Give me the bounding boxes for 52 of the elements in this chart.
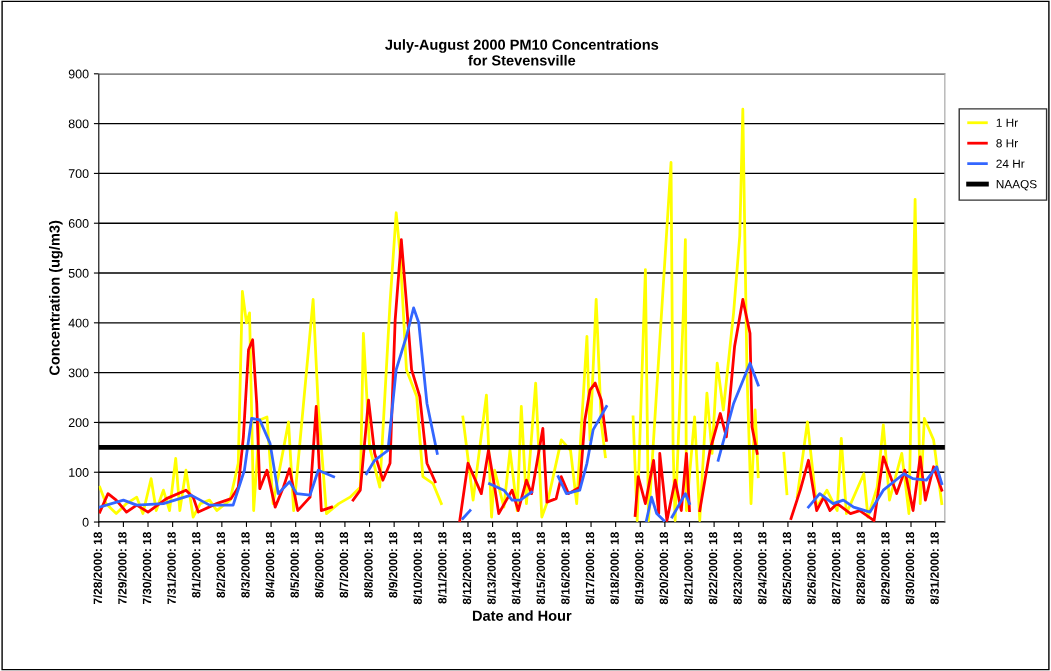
- x-tick-label: 8/1/2000: 18: [191, 532, 201, 598]
- y-tick-label: 200: [68, 418, 89, 428]
- x-tick-label: 8/7/2000: 18: [339, 532, 349, 598]
- x-tick-label: 8/17/2000: 18: [585, 532, 595, 605]
- legend-label: NAAQS: [996, 179, 1037, 191]
- y-tick-label: 0: [82, 517, 89, 527]
- y-tick-label: 600: [68, 219, 89, 228]
- x-tick-label: 8/11/2000: 18: [437, 532, 447, 604]
- y-tick-label: 300: [68, 368, 89, 378]
- x-tick-label: 8/3/2000: 18: [240, 532, 250, 598]
- x-tick-label: 8/10/2000: 18: [413, 532, 423, 605]
- legend-label: 1 Hr: [996, 118, 1018, 127]
- x-tick-label: 8/18/2000: 18: [610, 532, 619, 605]
- chart-title: July-August 2000 PM10 Concentrations for Stevensville: [385, 39, 659, 66]
- x-tick-label: 8/20/2000: 18: [659, 532, 669, 605]
- x-tick-label: 8/2/2000: 18: [216, 532, 226, 598]
- x-tick-label: 7/28/2000: 18: [93, 532, 103, 605]
- x-tick-label: 8/14/2000: 18: [511, 532, 521, 605]
- x-tick-label: 8/9/2000: 18: [388, 532, 398, 598]
- x-tick-label: 8/28/2000: 18: [856, 532, 866, 605]
- y-tick-label: 500: [68, 268, 89, 278]
- x-tick-label: 8/31/2000: 18: [930, 532, 939, 605]
- x-tick-label: 8/19/2000: 18: [634, 532, 644, 605]
- x-tick-label: 8/16/2000: 18: [560, 532, 570, 605]
- y-axis-title: Concentration (ug/m3): [49, 220, 63, 376]
- x-tick-label: 8/27/2000: 18: [831, 532, 841, 605]
- x-tick-label: 8/25/2000: 18: [782, 532, 792, 605]
- x-tick-label: 7/31/2000: 18: [167, 532, 176, 605]
- x-tick-label: 7/30/2000: 18: [142, 532, 152, 605]
- x-tick-label: 8/29/2000: 18: [880, 532, 890, 605]
- x-tick-label: 8/30/2000: 18: [905, 532, 915, 605]
- x-tick-label: 8/15/2000: 18: [536, 532, 546, 605]
- x-tick-label: 8/13/2000: 18: [487, 532, 496, 605]
- x-tick-label: 8/5/2000: 18: [290, 532, 299, 598]
- x-tick-label: 8/26/2000: 18: [807, 532, 816, 605]
- x-tick-label: 8/23/2000: 18: [733, 532, 743, 605]
- x-tick-label: 8/6/2000: 18: [314, 532, 324, 598]
- x-tick-label: 8/12/2000: 18: [462, 532, 472, 605]
- x-tick-label: 7/29/2000: 18: [117, 532, 127, 605]
- x-tick-label: 8/21/2000: 18: [683, 532, 693, 605]
- y-tick-label: 100: [69, 468, 89, 477]
- legend-label: 8 Hr: [996, 139, 1018, 148]
- x-tick-label: 8/8/2000: 18: [364, 532, 373, 598]
- x-tick-label: 8/24/2000: 18: [757, 532, 767, 605]
- y-tick-label: 900: [68, 69, 89, 79]
- legend-label: 24 Hr: [996, 159, 1025, 168]
- x-tick-label: 8/4/2000: 18: [265, 532, 275, 598]
- y-tick-label: 700: [68, 169, 89, 179]
- x-tick-label: 8/22/2000: 18: [708, 532, 718, 605]
- y-tick-label: 800: [68, 119, 89, 129]
- y-tick-label: 400: [68, 318, 89, 328]
- x-axis-title: Date and Hour: [472, 610, 572, 621]
